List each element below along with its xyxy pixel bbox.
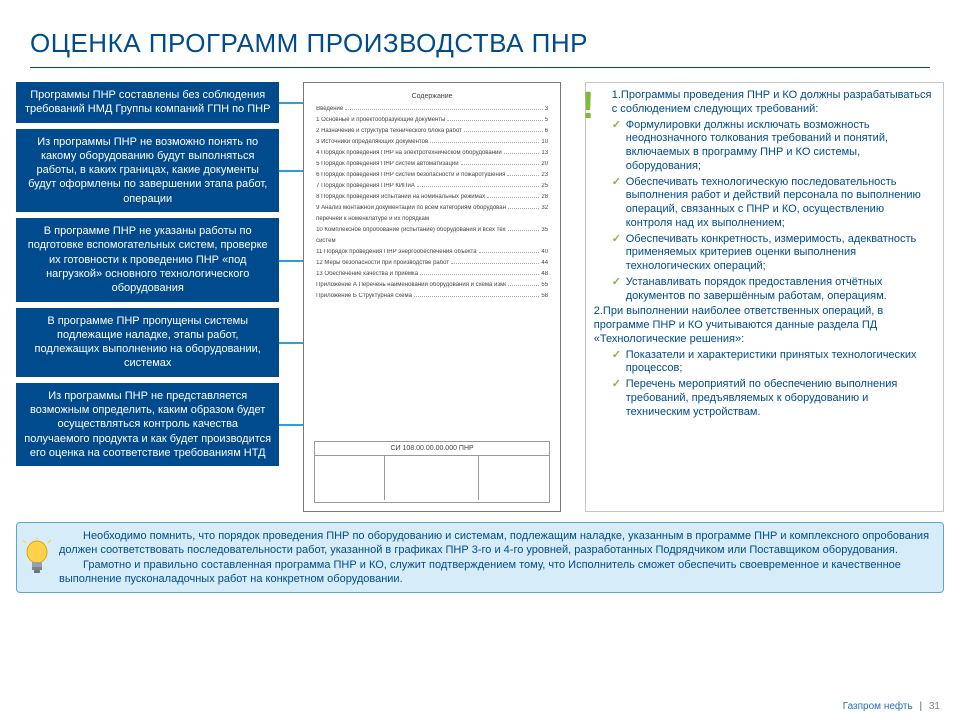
issue-text: Из программы ПНР не возможно понять по к… <box>28 136 267 205</box>
req-item: Устанавливать порядок предоставления отч… <box>612 276 933 304</box>
req-item: Перечень мероприятий по обеспечению выпо… <box>612 378 933 419</box>
req-intro-1: 1.Программы проведения ПНР и КО должны р… <box>612 89 933 117</box>
issue-text: В программе ПНР не указаны работы по под… <box>28 225 268 294</box>
page-footer: Газпром нефть | 31 <box>843 701 940 712</box>
title-underline <box>30 67 930 68</box>
doc-toc-line: систем <box>316 238 548 244</box>
issue-text: Из программы ПНР не представляется возмо… <box>24 390 271 459</box>
page-title: ОЦЕНКА ПРОГРАММ ПРОИЗВОДСТВА ПНР <box>0 0 960 67</box>
issue-box: Программы ПНР составлены без соблюдения … <box>16 82 279 123</box>
footer-sep: | <box>919 701 922 712</box>
doc-toc-line: 9 Анализ монтажной документации по всем … <box>316 205 548 211</box>
note-p2: Грамотно и правильно составленная програ… <box>59 558 933 587</box>
lightbulb-icon <box>21 538 53 578</box>
issue-box: Из программы ПНР не возможно понять по к… <box>16 129 279 212</box>
exclamation-icon: ! <box>582 91 595 121</box>
req-item: Обеспечивать технологическую последовате… <box>612 176 933 231</box>
requirements-panel: ! 1.Программы проведения ПНР и КО должны… <box>585 82 944 512</box>
issue-text: В программе ПНР пропущены системы подлеж… <box>35 315 261 370</box>
req-item: Показатели и характеристики принятых тех… <box>612 349 933 377</box>
doc-toc-line: 11 Порядок проведения ПНР энергообеспече… <box>316 249 548 255</box>
issue-text: Программы ПНР составлены без соблюдения … <box>25 89 270 115</box>
doc-toc-line: Приложение Б Структурная схема58 <box>316 293 548 299</box>
footer-page: 31 <box>929 701 940 712</box>
note-p1: Необходимо помнить, что порядок проведен… <box>59 529 933 558</box>
issue-box: В программе ПНР пропущены системы подлеж… <box>16 308 279 377</box>
footer-brand: Газпром нефть <box>843 701 913 712</box>
doc-toc-line: 7 Порядок проведения ПНР КИПиА25 <box>316 183 548 189</box>
doc-toc-line: Приложение А Перечень наименований обору… <box>316 282 548 288</box>
req-list-2: Показатели и характеристики принятых тех… <box>612 349 933 420</box>
doc-toc-line: 5 Порядок проведения ПНР систем автомати… <box>316 161 548 167</box>
doc-toc-line: 6 Порядок проведения ПНР систем безопасн… <box>316 172 548 178</box>
doc-toc-line: 4 Порядок проведения ПНР на электротехни… <box>316 150 548 156</box>
main-content: Программы ПНР составлены без соблюдения … <box>0 82 960 512</box>
issues-column: Программы ПНР составлены без соблюдения … <box>16 82 279 512</box>
req-item: Обеспечивать конкретность, измеримость, … <box>612 233 933 274</box>
req-intro-2: 2.При выполнении наиболее ответственных … <box>594 305 933 346</box>
doc-toc-line: Введение3 <box>316 106 548 112</box>
req-list-1: Формулировки должны исключать возможност… <box>612 119 933 304</box>
bottom-note: Необходимо помнить, что порядок проведен… <box>16 522 944 593</box>
doc-toc-line: 2 Назначение и структура технического бл… <box>316 128 548 134</box>
doc-toc: Введение3 1 Основные и проектообразующие … <box>316 106 548 299</box>
doc-toc-line: 10 Комплексное опробование (испытание) о… <box>316 227 548 233</box>
doc-code: СИ 108.00.00.00.000 ПНР <box>315 442 549 456</box>
doc-toc-line: перечней к номенклатуре и их порядкам <box>316 216 548 222</box>
document-sheet: Содержание Введение3 1 Основные и проекто… <box>303 82 561 512</box>
doc-toc-line: 12 Меры безопасности при производстве ра… <box>316 260 548 266</box>
issue-box: В программе ПНР не указаны работы по под… <box>16 218 279 301</box>
doc-toc-line: 8 Порядок проведения испытаний на номина… <box>316 194 548 200</box>
doc-stamp: СИ 108.00.00.00.000 ПНР <box>314 441 550 503</box>
doc-toc-line: 13 Обеспечение качества и приёмка48 <box>316 271 548 277</box>
issue-box: Из программы ПНР не представляется возмо… <box>16 383 279 466</box>
doc-toc-line: 3 Источники определяющих документов10 <box>316 139 548 145</box>
document-column: Содержание Введение3 1 Основные и проекто… <box>287 82 576 512</box>
doc-heading: Содержание <box>316 93 548 100</box>
doc-toc-line: 1 Основные и проектообразующие документы… <box>316 117 548 123</box>
req-item: Формулировки должны исключать возможност… <box>612 119 933 174</box>
